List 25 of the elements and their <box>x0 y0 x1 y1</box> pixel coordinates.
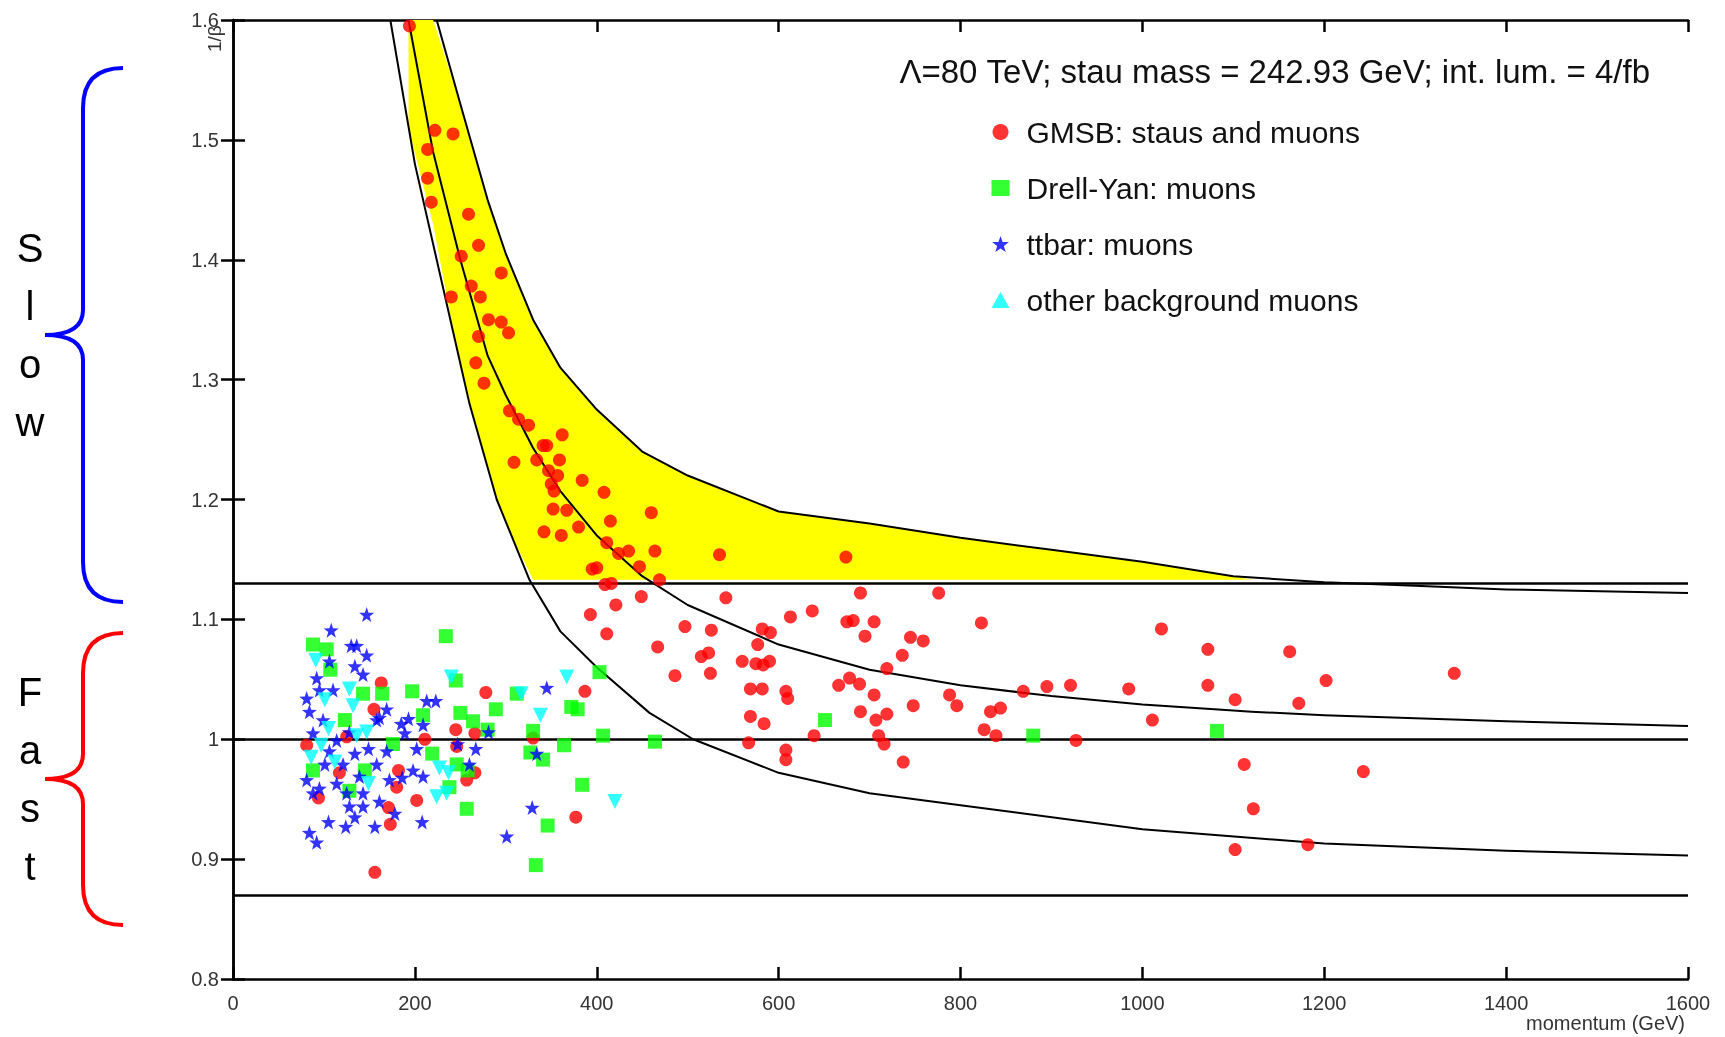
x-tick-label: 1400 <box>1483 992 1529 1014</box>
legend-label: ttbar: muons <box>1026 227 1194 261</box>
y-tick-label: 1 <box>207 728 219 751</box>
x-tick-label: 400 <box>580 992 614 1014</box>
x-axis-title: momentum (GeV) <box>1526 1012 1686 1034</box>
x-tick-label: 0 <box>227 992 239 1014</box>
legend-label: Drell-Yan: muons <box>1026 171 1257 205</box>
y-tick-label: 0.8 <box>191 968 219 990</box>
text: Slow <box>14 226 45 444</box>
x-tick-label: 1200 <box>1302 992 1347 1014</box>
y-tick-label: 1.2 <box>191 488 219 511</box>
legend-label: other background muons <box>1026 283 1359 317</box>
x-tick-label: 600 <box>761 992 796 1014</box>
y-tick-label: 1.4 <box>191 248 219 271</box>
y-tick-label: 0.9 <box>191 848 219 871</box>
x-tick-label: 1600 <box>1665 992 1711 1014</box>
text: Fast <box>17 670 43 888</box>
y-tick-label: 1.3 <box>191 368 219 391</box>
x-tick-label: 800 <box>943 992 978 1014</box>
x-tick-label: 200 <box>398 992 432 1014</box>
y-tick-label: 1.1 <box>191 608 219 631</box>
text: Λ=80 TeV; stau mass = 242.93 GeV; int. lum. = 4/fb <box>899 53 1650 90</box>
x-tick-label: 1000 <box>1120 992 1165 1014</box>
legend-label: GMSB: staus and muons <box>1026 115 1361 149</box>
y-tick-label: 1.5 <box>191 128 219 151</box>
